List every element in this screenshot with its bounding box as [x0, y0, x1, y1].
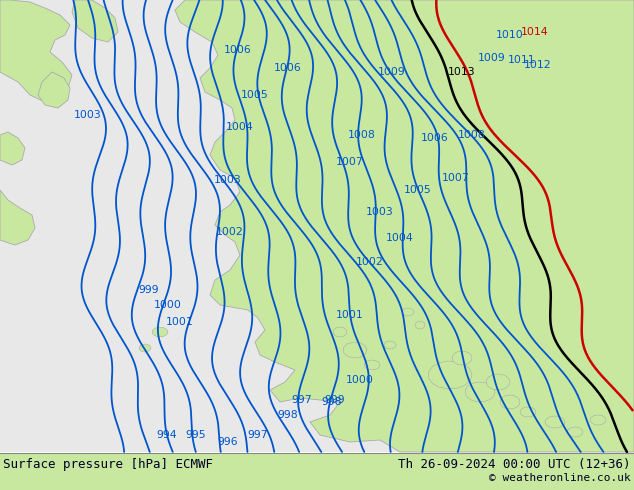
- Text: 1014: 1014: [521, 27, 549, 37]
- Text: 1006: 1006: [224, 45, 252, 55]
- Polygon shape: [452, 351, 472, 365]
- Polygon shape: [402, 308, 414, 316]
- Text: 1008: 1008: [458, 130, 486, 140]
- Text: 1005: 1005: [404, 185, 432, 195]
- Polygon shape: [72, 0, 118, 42]
- Polygon shape: [486, 374, 510, 390]
- Polygon shape: [500, 395, 520, 409]
- Text: 999: 999: [325, 395, 346, 405]
- Polygon shape: [567, 427, 583, 437]
- Polygon shape: [590, 415, 606, 425]
- Text: 1000: 1000: [154, 300, 182, 310]
- Text: 1006: 1006: [274, 63, 302, 73]
- Polygon shape: [333, 327, 347, 337]
- Text: Surface pressure [hPa] ECMWF: Surface pressure [hPa] ECMWF: [3, 458, 213, 470]
- Polygon shape: [365, 360, 380, 370]
- Polygon shape: [344, 342, 367, 358]
- Polygon shape: [384, 341, 396, 349]
- Text: 1001: 1001: [336, 310, 364, 320]
- Text: 1000: 1000: [346, 375, 374, 385]
- Text: 1005: 1005: [241, 90, 269, 100]
- Polygon shape: [0, 132, 25, 165]
- Text: 1004: 1004: [386, 233, 414, 243]
- Text: 997: 997: [248, 430, 268, 440]
- Text: 1009: 1009: [378, 67, 406, 77]
- Text: 1010: 1010: [496, 30, 524, 40]
- Text: © weatheronline.co.uk: © weatheronline.co.uk: [489, 473, 631, 483]
- Text: 1003: 1003: [74, 110, 102, 120]
- Text: 1002: 1002: [216, 227, 244, 237]
- Text: 994: 994: [157, 430, 178, 440]
- Polygon shape: [415, 321, 425, 329]
- Text: 1006: 1006: [421, 133, 449, 143]
- Text: 1007: 1007: [336, 157, 364, 167]
- Text: 1004: 1004: [226, 122, 254, 132]
- Polygon shape: [545, 416, 565, 428]
- Text: 998: 998: [321, 397, 342, 407]
- Text: 997: 997: [292, 395, 313, 405]
- Polygon shape: [152, 327, 168, 337]
- Text: 1013: 1013: [448, 67, 476, 77]
- Text: 1002: 1002: [356, 257, 384, 267]
- Polygon shape: [175, 0, 634, 452]
- Text: 1007: 1007: [442, 173, 470, 183]
- Polygon shape: [38, 72, 70, 108]
- Text: 996: 996: [217, 437, 238, 447]
- Text: 1012: 1012: [524, 60, 552, 70]
- Polygon shape: [0, 190, 35, 245]
- Text: 1011: 1011: [508, 55, 536, 65]
- Text: 995: 995: [186, 430, 206, 440]
- Text: 1003: 1003: [366, 207, 394, 217]
- Text: 998: 998: [278, 410, 299, 420]
- Text: 1008: 1008: [348, 130, 376, 140]
- Polygon shape: [465, 382, 495, 402]
- Text: Th 26-09-2024 00:00 UTC (12+36): Th 26-09-2024 00:00 UTC (12+36): [399, 458, 631, 470]
- Polygon shape: [520, 407, 536, 417]
- Bar: [0, 453, 634, 490]
- Text: 1001: 1001: [166, 317, 194, 327]
- Polygon shape: [139, 344, 151, 352]
- Text: 1009: 1009: [478, 53, 506, 63]
- Polygon shape: [429, 361, 472, 389]
- Polygon shape: [0, 0, 72, 102]
- Text: 1003: 1003: [214, 175, 242, 185]
- Text: 999: 999: [139, 285, 159, 295]
